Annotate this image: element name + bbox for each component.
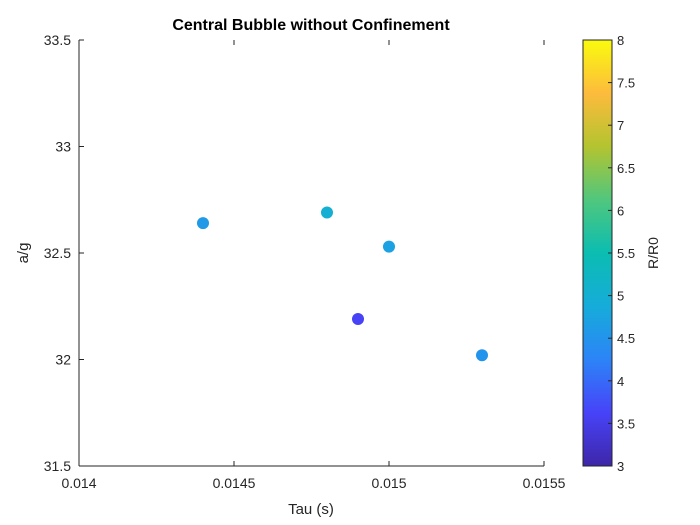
colorbar-ticks: 3 3.5 4 4.5 5 5.5 6 6.5 7 7.5 8: [608, 33, 635, 474]
scatter-point-1: [197, 217, 209, 230]
x-tick-label: 0.014: [61, 475, 96, 491]
colorbar-tick-label: 7.5: [617, 76, 635, 91]
scatter-point-2: [321, 206, 333, 219]
colorbar-tick-label: 6.5: [617, 161, 635, 176]
plot-area: 0.014 0.0145 0.015 0.0155 31.5 32 32.5 33 33.5: [44, 32, 566, 491]
x-ticks: 0.014 0.0145 0.015 0.0155: [61, 40, 566, 491]
colorbar: 3 3.5 4 4.5 5 5.5 6 6.5 7 7.5 8: [582, 33, 635, 474]
colorbar-tick-label: 5.5: [617, 246, 635, 261]
y-tick-label: 33.5: [44, 32, 71, 48]
y-axis-label: a/g: [15, 243, 32, 264]
scatter-point-5: [476, 349, 488, 362]
y-tick-label: 31.5: [44, 458, 71, 474]
colorbar-tick-label: 7: [617, 118, 624, 133]
scatter-point-4: [383, 240, 395, 253]
x-tick-label: 0.0145: [213, 475, 256, 491]
colorbar-tick-label: 5: [617, 289, 624, 304]
colorbar-tick-label: 3: [617, 459, 624, 474]
scatter-points: [197, 206, 488, 362]
y-tick-label: 32: [55, 352, 71, 368]
colorbar-strip: [582, 39, 613, 467]
y-tick-label: 33: [55, 139, 71, 155]
colorbar-tick-label: 8: [617, 33, 624, 48]
x-tick-label: 0.0155: [523, 475, 566, 491]
axes-box: [79, 40, 544, 466]
colorbar-tick-label: 3.5: [617, 416, 635, 431]
y-ticks: 31.5 32 32.5 33 33.5: [44, 32, 84, 474]
chart-title: Central Bubble without Confinement: [172, 17, 450, 34]
x-tick-label: 0.015: [371, 475, 406, 491]
colorbar-tick-label: 4.5: [617, 331, 635, 346]
y-tick-label: 32.5: [44, 245, 71, 261]
x-axis-label: Tau (s): [288, 501, 334, 518]
colorbar-label: R/R0: [645, 237, 661, 269]
scatter-point-3: [352, 313, 364, 326]
colorbar-tick-label: 6: [617, 203, 624, 218]
colorbar-tick-label: 4: [617, 374, 624, 389]
